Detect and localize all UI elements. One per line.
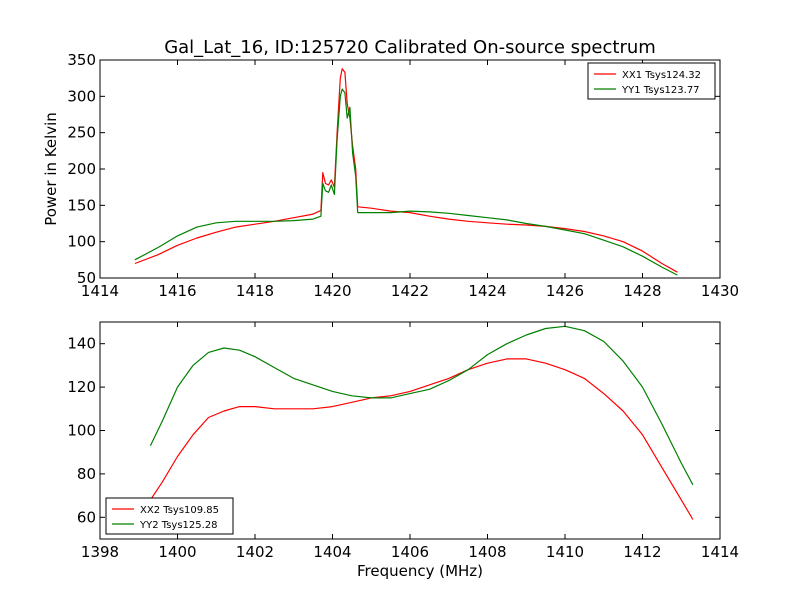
x-tick-label: 1406 [391,543,429,561]
x-tick-label: 1418 [236,282,274,300]
bottom-panel: 1398 1400 1402 1404 1406 1408 1410 1412 1414 60 80… [67,321,739,580]
x-tick-label: 1416 [158,282,196,300]
y-tick-label: 200 [67,160,96,178]
y-tick-label: 100 [67,233,96,251]
legend-entry-label: YY2 Tsys125.28 [139,520,218,531]
x-tick-label: 1420 [313,282,351,300]
x-tick-label: 1412 [623,543,661,561]
x-tick-label: 1414 [81,282,119,300]
x-tick-label: 1408 [468,543,506,561]
y-tick-label: 60 [77,508,96,526]
x-tick-label: 1398 [81,543,119,561]
series-line-1 [149,358,694,520]
top-panel: 1414 1416 1418 1420 1422 1424 1426 1428 1430 50 10… [42,51,739,300]
x-tick-label: 1422 [391,282,429,300]
y-tick-label: 100 [67,422,96,440]
x-tick-label: 1404 [313,543,351,561]
x-tick-label: 1428 [623,282,661,300]
legend-entry-label: YY1 Tsys123.77 [621,85,700,96]
x-axis-label: Frequency (MHz) [357,562,483,580]
x-tick-label: 1400 [158,543,196,561]
legend [587,62,716,100]
y-tick-label: 140 [67,335,96,353]
legend-entry-label: XX2 Tsys109.85 [140,505,219,516]
legend-entry-label: XX1 Tsys124.32 [622,70,701,81]
x-tick-label: 1426 [546,282,584,300]
series-line-2 [149,325,694,486]
y-tick-label: 350 [67,51,96,69]
legend [105,497,234,535]
series-line-2 [134,88,678,276]
y-tick-label: 300 [67,87,96,105]
x-tick-label: 1410 [546,543,584,561]
x-tick-label: 1424 [468,282,506,300]
x-tick-label: 1402 [236,543,274,561]
y-tick-label: 50 [77,269,96,287]
x-tick-label: 1414 [701,543,739,561]
y-tick-label: 80 [77,465,96,483]
y-tick-label: 120 [67,378,96,396]
y-axis-label: Power in Kelvin [42,112,60,226]
y-tick-label: 250 [67,124,96,142]
x-tick-label: 1430 [701,282,739,300]
y-tick-label: 150 [67,196,96,214]
chart-title: Gal_Lat_16, ID:125720 Calibrated On-sour… [164,37,656,58]
